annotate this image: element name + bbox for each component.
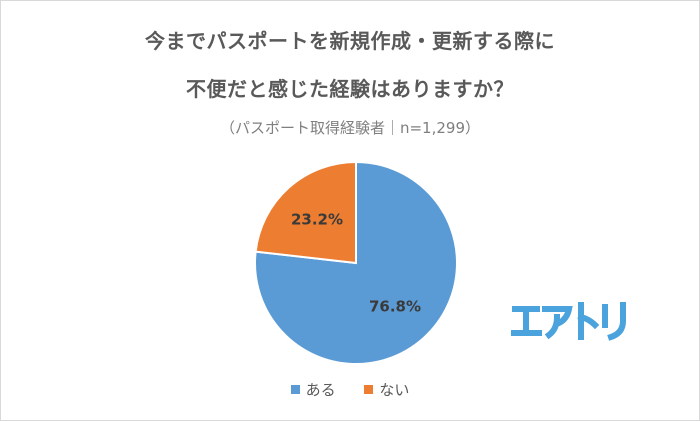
legend-swatch-no <box>364 385 374 394</box>
legend-label-no: ない <box>379 381 410 399</box>
chart-subtitle: （パスポート取得経験者｜n=1,299） <box>219 119 481 137</box>
airtrip-logo <box>511 302 626 341</box>
chart-title-line-2: 不便だと感じた経験はありますか？ <box>186 77 514 101</box>
pie-slice-no <box>254 160 357 265</box>
legend-item-no: ない <box>364 379 409 400</box>
legend: ある ない <box>1 379 699 400</box>
legend-label-yes: ある <box>305 381 336 399</box>
chart-title-line-1: 今までパスポートを新規作成・更新する際に <box>145 29 555 53</box>
legend-item-yes: ある <box>290 379 336 400</box>
data-label-no: 23.2% <box>291 210 343 228</box>
legend-swatch-yes <box>290 385 300 394</box>
data-label-yes: 76.8% <box>369 298 421 316</box>
